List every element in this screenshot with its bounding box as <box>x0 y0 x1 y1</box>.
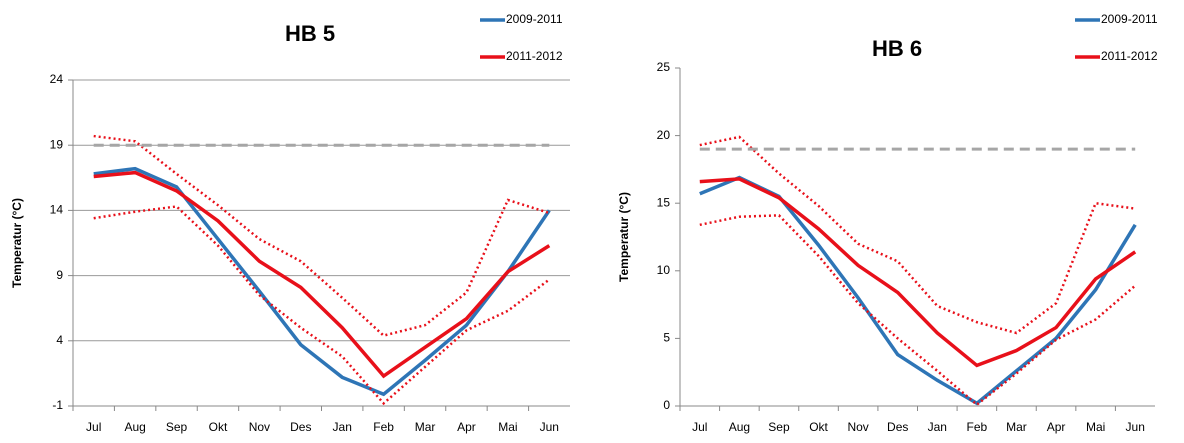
series-line <box>93 134 550 337</box>
y-tick-label: 4 <box>56 333 63 347</box>
series-line <box>93 205 551 406</box>
x-tick-label: Jan <box>333 420 352 434</box>
x-tick-label: Jun <box>540 420 559 434</box>
x-tick-label: Okt <box>209 420 228 434</box>
series-line <box>699 177 1137 368</box>
y-tick-label: 9 <box>56 268 63 282</box>
y-tick-label: 24 <box>50 72 64 86</box>
series-line <box>699 214 1137 407</box>
legend-label: 2009-2011 <box>506 12 563 26</box>
x-tick-label: Mar <box>415 420 436 434</box>
x-tick-label: Sep <box>768 420 790 434</box>
series-line <box>93 170 551 379</box>
chart-title: HB 5 <box>285 21 335 46</box>
x-tick-label: Apr <box>457 420 476 434</box>
x-tick-label: Mai <box>1086 420 1105 434</box>
x-tick-label: Des <box>887 420 908 434</box>
chart: HB 6 Temperatur (°C) 0 5 10 15 20 25 Jul Aug Sep Ok… <box>617 12 1158 434</box>
y-tick-label: 5 <box>663 331 670 345</box>
y-tick-label: 0 <box>663 398 670 412</box>
x-tick-label: Apr <box>1047 420 1066 434</box>
x-tick-label: Jun <box>1126 420 1145 434</box>
y-tick-label: 19 <box>50 137 64 151</box>
x-tick-label: Jul <box>86 420 101 434</box>
x-tick-label: Nov <box>249 420 270 434</box>
x-tick-label: Feb <box>373 420 394 434</box>
series-line <box>93 166 551 397</box>
x-tick-label: Mar <box>1006 420 1027 434</box>
y-tick-label: 25 <box>657 60 671 74</box>
chart-title: HB 6 <box>872 36 922 61</box>
x-tick-label: Feb <box>967 420 988 434</box>
y-axis-label: Temperatur (°C) <box>10 198 24 288</box>
x-tick-label: Mai <box>498 420 517 434</box>
legend-label: 2009-2011 <box>1101 12 1158 26</box>
x-tick-label: Sep <box>166 420 188 434</box>
x-tick-label: Nov <box>847 420 868 434</box>
y-axis-label: Temperatur (°C) <box>617 192 631 282</box>
y-tick-label: 15 <box>657 195 671 209</box>
series-line <box>699 135 1136 335</box>
legend-label: 2011-2012 <box>506 49 563 63</box>
x-tick-label: Des <box>290 420 311 434</box>
y-tick-label: -1 <box>52 398 63 412</box>
x-tick-label: Jul <box>692 420 707 434</box>
x-tick-label: Jan <box>928 420 947 434</box>
series-line <box>699 175 1137 406</box>
y-tick-label: 14 <box>50 203 64 217</box>
y-tick-label: 20 <box>657 128 671 142</box>
x-tick-label: Aug <box>729 420 750 434</box>
y-tick-label: 10 <box>657 263 671 277</box>
chart: HB 5 Temperatur (°C) -1 4 9 14 19 24 Jul Aug Sep Ok… <box>10 12 570 434</box>
x-tick-label: Aug <box>124 420 145 434</box>
x-tick-label: Okt <box>809 420 828 434</box>
legend-label: 2011-2012 <box>1101 49 1158 63</box>
